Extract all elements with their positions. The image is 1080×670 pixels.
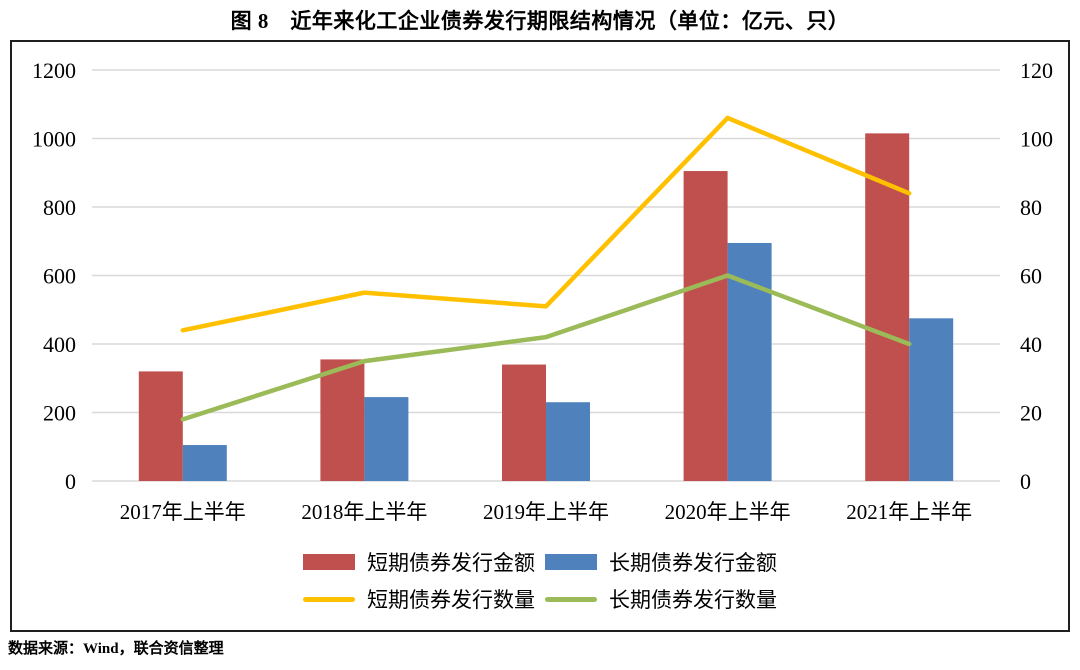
x-axis-label-2017年上半年: 2017年上半年	[120, 500, 246, 524]
bar-long-term-amount-2021年上半年	[909, 318, 954, 481]
legend-label-short-term-count: 短期债券发行数量	[367, 588, 535, 612]
line-short-term-count	[180, 115, 912, 333]
legend-swatch-long-term-count	[545, 596, 597, 602]
source-note: 数据来源：Wind，联合资信整理	[8, 641, 224, 657]
left-axis-tick-1200: 1200	[32, 58, 76, 83]
left-axis-tick-200: 200	[43, 401, 76, 426]
x-axis-label-2018年上半年: 2018年上半年	[301, 500, 427, 524]
bar-short-term-amount-2017年上半年	[138, 371, 183, 481]
legend-swatch-short-term-count	[303, 596, 355, 602]
right-axis-tick-80: 80	[1020, 195, 1042, 220]
legend-item-short-term-count: 短期债券发行数量	[303, 584, 535, 614]
legend-row-counts: 短期债券发行数量 长期债券发行数量	[303, 585, 777, 613]
legend-swatch-short-term-amount	[303, 554, 355, 570]
bar-short-term-amount-2019年上半年	[502, 364, 546, 481]
chart-title: 图 8 近年来化工企业债券发行期限结构情况（单位：亿元、只）	[230, 9, 850, 33]
x-axis-label-2021年上半年: 2021年上半年	[846, 500, 972, 524]
x-axis-label-2020年上半年: 2020年上半年	[665, 500, 791, 524]
x-axis-label-2019年上半年: 2019年上半年	[483, 500, 609, 524]
left-axis-tick-800: 800	[43, 195, 76, 220]
legend-label-short-term-amount: 短期债券发行金额	[367, 551, 535, 575]
legend-row-amounts: 短期债券发行金额 长期债券发行金额	[303, 548, 777, 576]
left-axis-tick-1000: 1000	[32, 127, 76, 152]
left-axis-tick-0: 0	[65, 469, 76, 494]
legend-swatch-long-term-amount	[545, 554, 597, 570]
legend-label-long-term-count: 长期债券发行数量	[609, 588, 777, 612]
bar-long-term-amount-2019年上半年	[546, 402, 590, 481]
right-axis-tick-100: 100	[1020, 127, 1053, 152]
left-axis-tick-400: 400	[43, 332, 76, 357]
bar-short-term-amount-2020年上半年	[683, 171, 728, 481]
bar-short-term-amount-2018年上半年	[320, 359, 365, 481]
right-axis-tick-40: 40	[1020, 332, 1042, 357]
chart-legend: 短期债券发行金额 长期债券发行金额 短期债券发行数量 长期债券发行数量	[12, 548, 1068, 613]
legend-item-long-term-count: 长期债券发行数量	[545, 584, 777, 614]
line-long-term-count	[180, 273, 912, 422]
right-axis-tick-120: 120	[1020, 58, 1053, 83]
legend-label-long-term-amount: 长期债券发行金额	[609, 551, 777, 575]
chart-area: 0 200 400 600 800 1000 1200 0 20 40 60 80 100 120 2017…	[10, 40, 1070, 632]
bar-long-term-amount-2018年上半年	[364, 397, 409, 481]
right-axis-tick-0: 0	[1020, 469, 1031, 494]
left-axis-tick-600: 600	[43, 264, 76, 289]
legend-item-short-term-amount: 短期债券发行金额	[303, 547, 535, 577]
right-axis-tick-20: 20	[1020, 401, 1042, 426]
right-axis-tick-60: 60	[1020, 264, 1042, 289]
chart-canvas: 0 200 400 600 800 1000 1200 0 20 40 60 80 100 120 2017…	[32, 58, 1053, 524]
legend-item-long-term-amount: 长期债券发行金额	[545, 547, 777, 577]
bar-long-term-amount-2017年上半年	[182, 445, 227, 481]
